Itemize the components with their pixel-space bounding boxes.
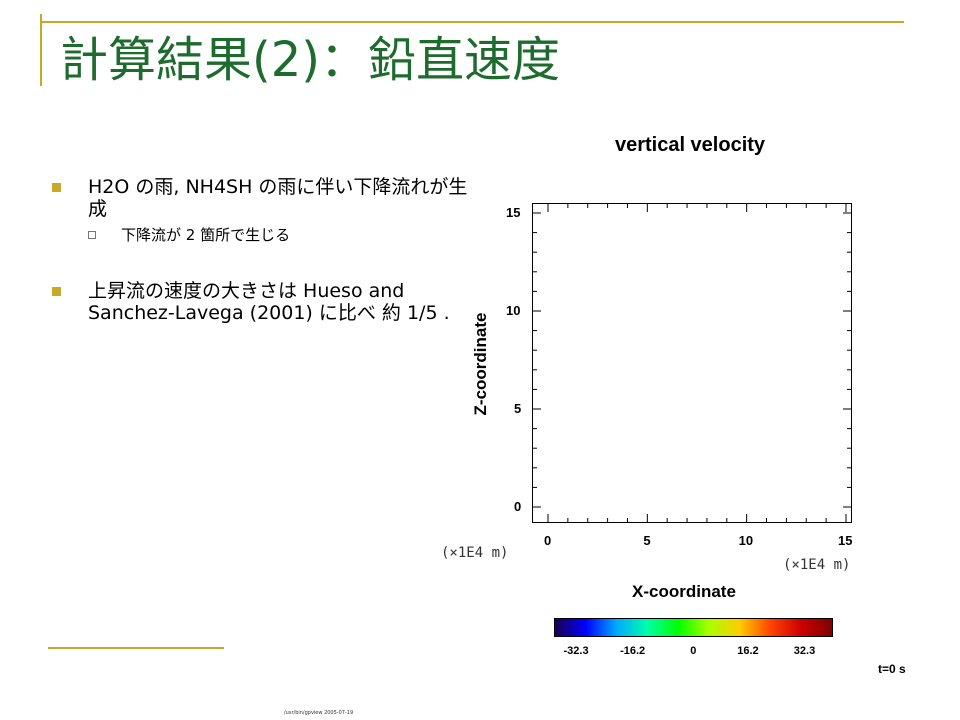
y-tick-label: 15 [506, 205, 521, 220]
bullet-square-icon [52, 287, 61, 296]
y-axis-label: Z-coordinate [471, 312, 490, 416]
y-tick-label: 0 [514, 499, 522, 514]
x-axis-label: X-coordinate [632, 582, 736, 601]
bullet-square-icon [52, 183, 61, 192]
x-tick-label: 0 [544, 533, 552, 548]
slide-title: 計算結果(2)：鉛直速度 [60, 32, 560, 88]
colorbar-tick-label: -32.3 [563, 645, 589, 657]
x-tick-label: 10 [738, 533, 754, 548]
footer-path: /usr/bin/gpview 2005-07-19 [284, 710, 354, 716]
bullet-item-1: H2O の雨, NH4SH の雨に伴い下降流れが生成 [52, 176, 478, 220]
sub-bullet-item-1: 下降流が 2 箇所で生じる [88, 226, 291, 244]
colorbar-tick-label: 0 [690, 645, 697, 657]
footer-accent-line [48, 647, 224, 649]
colorbar-tick-label: -16.2 [620, 645, 646, 657]
title-accent-vertical-line [40, 14, 42, 86]
bullet-text: 上昇流の速度の大きさは Hueso and Sanchez-Lavega (20… [88, 280, 450, 324]
y-tick-label: 10 [506, 303, 521, 318]
bullet-item-2: 上昇流の速度の大きさは Hueso and Sanchez-Lavega (20… [52, 280, 468, 324]
sub-bullet-text: 下降流が 2 箇所で生じる [121, 226, 291, 244]
bullet-text: H2O の雨, NH4SH の雨に伴い下降流れが生成 [88, 176, 468, 220]
time-label: t=0 s [878, 662, 906, 676]
x-axis-unit-left: (×1E4 m) [441, 545, 509, 561]
plot-area [532, 203, 852, 523]
chart-title: vertical velocity [614, 134, 766, 156]
sub-bullet-square-icon [88, 231, 96, 239]
x-tick-label: 5 [643, 533, 651, 548]
colorbar-tick-label: 16.2 [737, 645, 759, 657]
x-axis-unit-right: (×1E4 m) [783, 557, 851, 573]
colorbar-tick-label: 32.3 [793, 645, 816, 657]
colorbar [554, 618, 833, 637]
y-tick-label: 5 [514, 401, 522, 416]
title-accent-horizontal-line [40, 21, 904, 23]
x-tick-label: 15 [838, 533, 853, 548]
